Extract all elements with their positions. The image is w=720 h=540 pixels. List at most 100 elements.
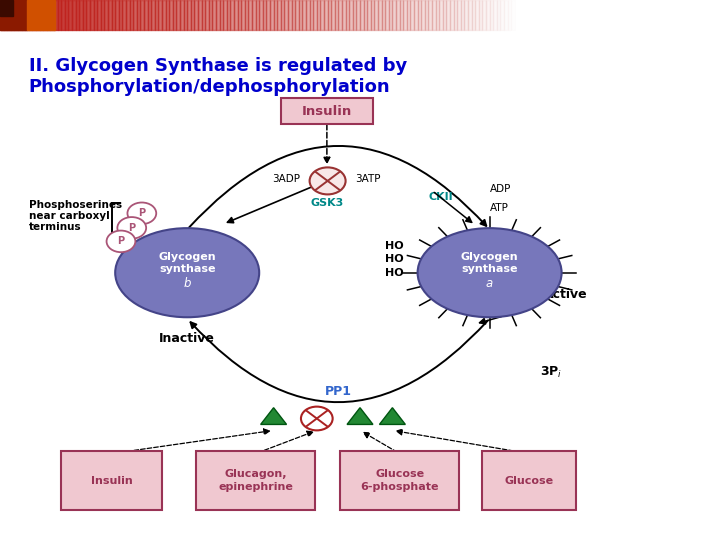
Text: b: b [184, 277, 191, 290]
Bar [500, 0, 504, 30]
Bar [133, 0, 137, 30]
Bar [702, 0, 706, 30]
Bar [205, 0, 209, 30]
Text: ADP: ADP [490, 184, 511, 194]
Bar [418, 0, 421, 30]
Bar [11, 0, 14, 30]
Bar [227, 0, 230, 30]
Bar [140, 0, 144, 30]
Bar [680, 0, 684, 30]
Bar [464, 0, 468, 30]
Bar [353, 0, 356, 30]
Bar [187, 0, 191, 30]
Bar [407, 0, 410, 30]
Bar [526, 0, 529, 30]
Ellipse shape [418, 228, 562, 317]
Text: terminus: terminus [29, 222, 81, 232]
Bar [338, 0, 342, 30]
Bar [641, 0, 644, 30]
Bar [468, 0, 472, 30]
Bar [180, 0, 184, 30]
Text: near carboxyl: near carboxyl [29, 211, 109, 221]
Bar [36, 0, 40, 30]
Bar [356, 0, 360, 30]
Bar [472, 0, 475, 30]
Text: PP1: PP1 [325, 385, 352, 398]
Bar [428, 0, 432, 30]
Bar [475, 0, 479, 30]
Bar [569, 0, 572, 30]
Bar [342, 0, 346, 30]
Bar [302, 0, 306, 30]
Bar [619, 0, 623, 30]
Bar [630, 0, 634, 30]
Bar [605, 0, 608, 30]
Bar [277, 0, 281, 30]
Bar [266, 0, 270, 30]
Bar [25, 0, 29, 30]
Bar [223, 0, 227, 30]
Bar [335, 0, 338, 30]
Bar [259, 0, 263, 30]
Bar [666, 0, 670, 30]
Bar [713, 0, 716, 30]
Bar [414, 0, 418, 30]
Bar [594, 0, 598, 30]
Bar [504, 0, 508, 30]
Bar [166, 0, 169, 30]
Bar [79, 0, 83, 30]
Bar [158, 0, 162, 30]
Bar [400, 0, 403, 30]
Bar [608, 0, 612, 30]
Bar [706, 0, 709, 30]
Text: Glucose: Glucose [505, 476, 554, 485]
Text: P: P [117, 237, 125, 246]
Bar [18, 0, 22, 30]
Bar [331, 0, 335, 30]
Bar [155, 0, 158, 30]
Bar [572, 0, 576, 30]
Bar [83, 0, 86, 30]
Bar [497, 0, 500, 30]
Text: synthase: synthase [159, 264, 215, 274]
Text: Insulin: Insulin [302, 105, 352, 118]
Bar [202, 0, 205, 30]
Text: HO: HO [384, 241, 403, 251]
Bar [313, 0, 317, 30]
Text: Active: Active [544, 288, 588, 301]
Bar [670, 0, 673, 30]
Bar [94, 0, 97, 30]
Text: ATP: ATP [490, 203, 508, 213]
Bar [360, 0, 364, 30]
Circle shape [107, 231, 135, 252]
Text: P: P [138, 208, 145, 218]
Bar [126, 0, 130, 30]
Bar [684, 0, 688, 30]
Bar [648, 0, 652, 30]
Bar [130, 0, 133, 30]
Text: GSK3: GSK3 [311, 198, 344, 208]
FancyBboxPatch shape [341, 451, 459, 510]
Bar [565, 0, 569, 30]
Bar [410, 0, 414, 30]
Bar [580, 0, 583, 30]
Bar [616, 0, 619, 30]
Bar [486, 0, 490, 30]
Text: Phosphoserines: Phosphoserines [29, 200, 122, 210]
Polygon shape [379, 408, 405, 424]
Bar [709, 0, 713, 30]
Bar [346, 0, 349, 30]
Bar [436, 0, 439, 30]
Bar [122, 0, 126, 30]
Circle shape [117, 217, 146, 239]
Text: 3ATP: 3ATP [355, 174, 380, 184]
Bar [536, 0, 540, 30]
Bar [612, 0, 616, 30]
Bar [241, 0, 245, 30]
Bar [68, 0, 72, 30]
Bar [90, 0, 94, 30]
Bar [511, 0, 515, 30]
Bar [493, 0, 497, 30]
Bar [144, 0, 148, 30]
Bar [43, 0, 47, 30]
